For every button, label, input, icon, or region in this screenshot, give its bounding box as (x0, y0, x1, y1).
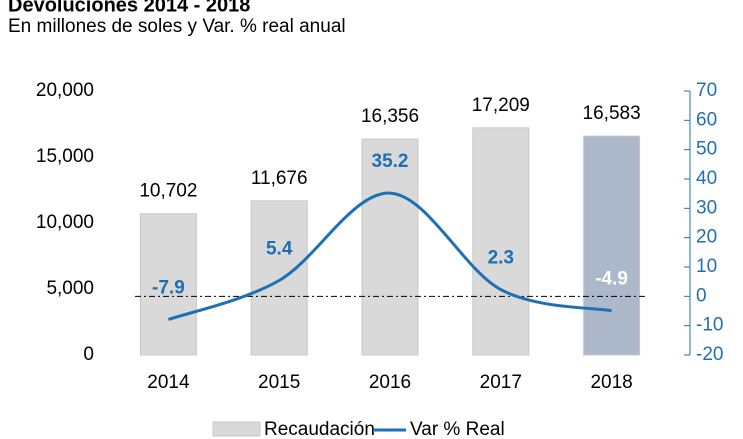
y2-tick-label: -10 (696, 315, 723, 336)
y2-tick-label: 70 (696, 80, 717, 101)
y2-tick-label: 40 (696, 168, 717, 189)
bar (472, 127, 530, 356)
x-tick-label: 2017 (480, 372, 522, 393)
line-label: -4.9 (595, 269, 628, 290)
legend-label: Recaudación (264, 419, 375, 439)
chart-subtitle: En millones de soles y Var. % real anual (8, 16, 346, 37)
y-tick-label: 15,000 (36, 146, 94, 167)
x-tick-label: 2015 (258, 372, 300, 393)
y2-tick-label: 0 (696, 285, 707, 306)
y2-tick-label: 10 (696, 256, 717, 277)
bar-label: 11,676 (251, 168, 308, 189)
y2-tick-label: 50 (696, 139, 717, 160)
y-tick-label: 5,000 (46, 278, 94, 299)
y2-tick-label: 30 (696, 197, 717, 218)
line (167, 191, 612, 321)
y2-tick-label: 60 (696, 109, 717, 130)
chart-title: Devoluciones 2014 - 2018 (8, 0, 250, 16)
line-label: 35.2 (372, 151, 409, 172)
y2-tick-label: 20 (696, 227, 717, 248)
x-tick-label: 2014 (147, 372, 190, 393)
legend-label: Var % Real (410, 419, 505, 439)
y-tick-label: 0 (83, 344, 94, 365)
legend-swatch (212, 421, 261, 437)
y-tick-label: 10,000 (36, 212, 94, 233)
bar (361, 138, 419, 356)
bar-label: 16,356 (361, 106, 419, 127)
bar (139, 213, 197, 356)
line-label: -7.9 (152, 278, 185, 299)
x-tick-label: 2016 (369, 372, 411, 393)
line-label: 2.3 (488, 248, 514, 269)
bar-label: 10,702 (139, 181, 197, 202)
bar (250, 200, 308, 356)
line-label: 5.4 (266, 239, 293, 260)
bar-label: 16,583 (583, 103, 641, 124)
y-tick-label: 20,000 (36, 80, 94, 101)
x-tick-label: 2018 (590, 372, 632, 393)
bar-label: 17,209 (472, 95, 530, 116)
y2-tick-label: -20 (696, 344, 723, 365)
bar (583, 135, 641, 356)
